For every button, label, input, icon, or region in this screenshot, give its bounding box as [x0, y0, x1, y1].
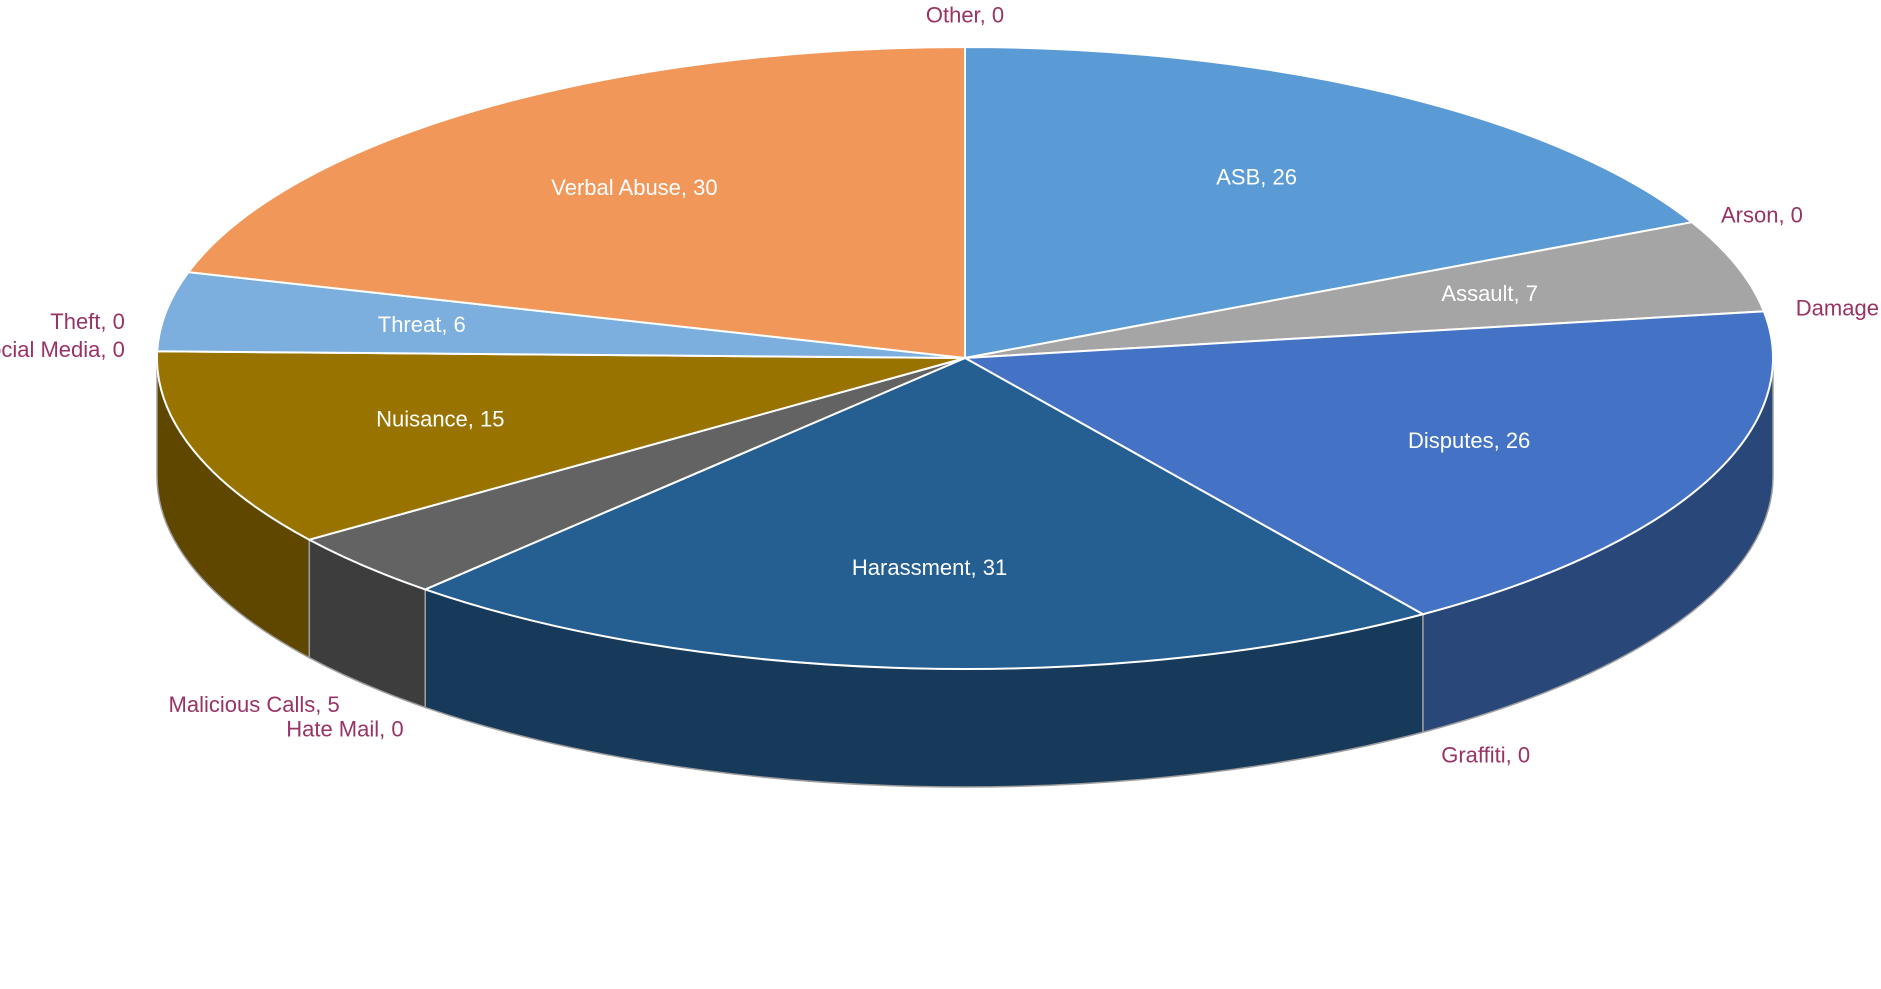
data-label: Assault, 7: [1441, 281, 1538, 306]
slice: [964, 45, 1695, 360]
slice: [422, 356, 1426, 670]
slice: [964, 221, 1766, 359]
data-label: Social Media, 0: [0, 337, 125, 362]
data-label: Malicious Calls, 5: [169, 692, 340, 717]
slice: [961, 310, 1774, 616]
data-label: Damage to Property, 0: [1796, 295, 1881, 320]
data-label: Nuisance, 15: [376, 407, 504, 432]
data-label: Disputes, 26: [1408, 428, 1530, 453]
data-label: Graffiti, 0: [1441, 742, 1530, 767]
data-label: Verbal Abuse, 30: [551, 175, 717, 200]
data-label: Threat, 6: [378, 312, 466, 337]
data-label: Hate Mail, 0: [286, 716, 403, 741]
data-label: Harassment, 31: [852, 555, 1007, 580]
data-label: Theft, 0: [50, 309, 125, 334]
data-label: Other, 0: [926, 2, 1004, 27]
data-label: ASB, 26: [1216, 165, 1297, 190]
slice: [156, 350, 966, 541]
slice: [186, 45, 966, 360]
data-label: Arson, 0: [1721, 203, 1803, 228]
